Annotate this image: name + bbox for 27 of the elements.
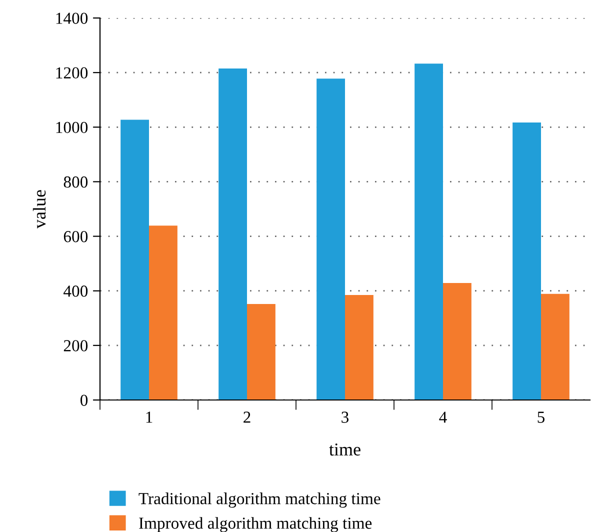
y-tick-label: 1400 xyxy=(56,12,88,24)
x-tick-label: 2 xyxy=(244,412,250,423)
x-tick-label: 5 xyxy=(538,412,545,423)
bar xyxy=(316,78,345,400)
bar xyxy=(120,120,149,400)
y-tick-label: 800 xyxy=(64,176,88,188)
y-tick-label: 400 xyxy=(64,286,88,297)
y-tick-label: 0 xyxy=(80,394,88,406)
y-tick-label: 600 xyxy=(64,230,88,242)
bar xyxy=(414,64,443,400)
y-tick-label: 1000 xyxy=(56,122,88,134)
y-tick-label: 1200 xyxy=(56,67,88,79)
bar xyxy=(149,226,178,400)
bar xyxy=(512,122,541,400)
x-tick-label: 1 xyxy=(146,412,152,423)
legend-label: Traditional algorithm matching time xyxy=(138,492,380,508)
y-axis-title: value xyxy=(32,190,46,229)
bar xyxy=(541,294,570,400)
bar xyxy=(218,68,247,400)
x-axis-title: time xyxy=(329,443,360,456)
x-tick-label: 4 xyxy=(439,412,447,423)
y-tick-label: 200 xyxy=(64,340,88,352)
bar xyxy=(443,282,472,400)
bar xyxy=(247,304,276,400)
bar xyxy=(345,294,374,400)
x-tick-label: 3 xyxy=(342,412,349,423)
legend-label: Improved algorithm matching time xyxy=(139,517,372,532)
